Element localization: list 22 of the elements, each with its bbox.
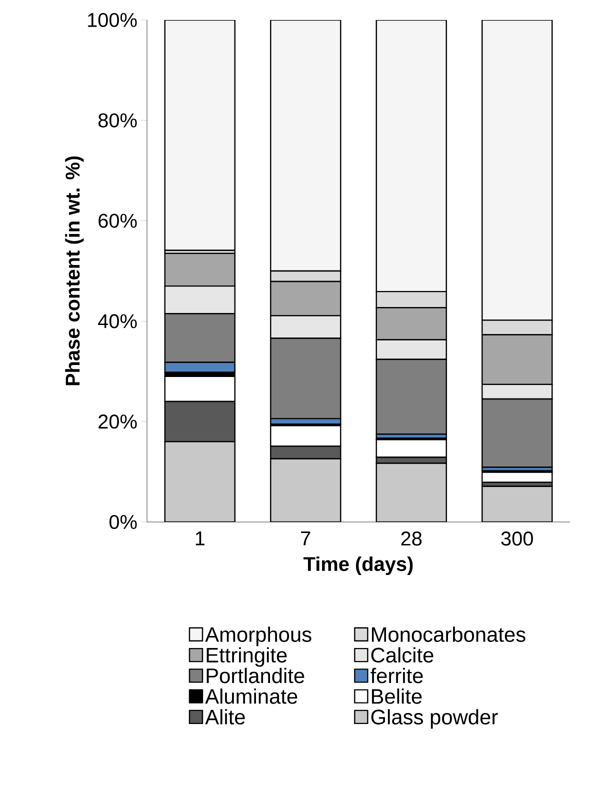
legend-label: Calcite bbox=[371, 647, 434, 663]
y-tick-label: 0% bbox=[109, 514, 137, 530]
x-tick-label: 28 bbox=[401, 532, 422, 546]
x-tick-label: 1 bbox=[196, 532, 204, 546]
x-tick-label: 7 bbox=[301, 532, 310, 546]
y-tick-label: 40% bbox=[98, 314, 137, 328]
y-tick-label: 100% bbox=[88, 12, 137, 28]
legend-label: Monocarbonates bbox=[372, 626, 526, 642]
legend-label: Belite bbox=[372, 688, 422, 704]
legend-label: Amorphous bbox=[205, 626, 312, 646]
legend-label: Glass powder bbox=[371, 709, 498, 729]
legend-label: Aluminate bbox=[205, 688, 298, 704]
y-axis-title: Phase content (in wt. %) bbox=[65, 156, 84, 386]
legend-label: Portlandite bbox=[206, 668, 304, 684]
legend-label: Alite bbox=[205, 709, 245, 724]
legend-label: ferrite bbox=[370, 668, 423, 684]
legend-label: Ettringite bbox=[206, 647, 287, 667]
y-tick-label: 20% bbox=[98, 414, 137, 429]
y-tick-label: 60% bbox=[98, 214, 137, 228]
x-tick-label: 300 bbox=[501, 532, 533, 546]
x-axis-title: Time (days) bbox=[304, 556, 413, 576]
y-tick-label: 80% bbox=[98, 113, 137, 128]
